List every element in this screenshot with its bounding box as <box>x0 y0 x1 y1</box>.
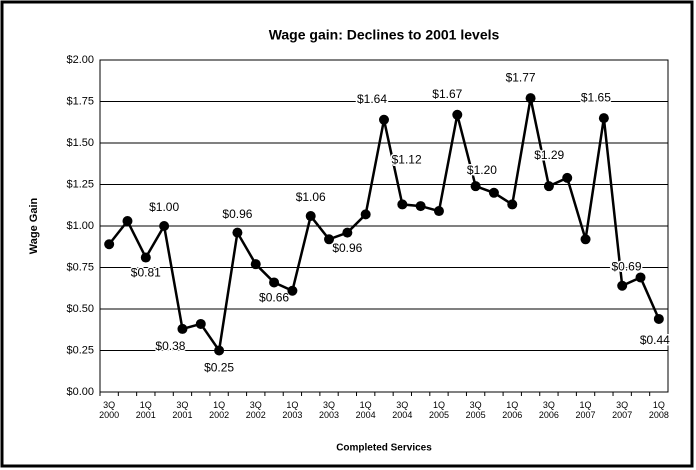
data-label: $1.12 <box>392 152 422 166</box>
data-label: $0.96 <box>332 241 362 255</box>
point <box>507 199 518 210</box>
point <box>598 113 609 124</box>
x-tick-label: 1Q 2004 <box>355 400 376 420</box>
point <box>433 206 444 217</box>
point <box>232 227 243 238</box>
x-tick-label: 1Q 2002 <box>209 400 230 420</box>
x-tick-label: 1Q 2008 <box>648 400 669 420</box>
data-label: $1.67 <box>432 87 462 101</box>
y-tick-label: $1.25 <box>66 178 94 190</box>
point <box>342 227 353 238</box>
point <box>580 234 591 245</box>
chart-title: Wage gain: Declines to 2001 levels <box>269 27 500 43</box>
x-tick-label: 3Q 2003 <box>319 400 340 420</box>
data-label: $0.44 <box>640 333 670 347</box>
y-tick-label: $1.50 <box>66 137 94 149</box>
data-label: $1.65 <box>581 90 611 104</box>
data-label: $0.25 <box>204 361 234 375</box>
x-tick-label: 3Q 2000 <box>99 400 120 420</box>
data-label: $0.96 <box>222 207 252 221</box>
x-tick-label: 3Q 2001 <box>172 400 193 420</box>
point <box>379 114 389 125</box>
x-tick-label: 1Q 2001 <box>135 400 156 420</box>
point <box>122 216 133 227</box>
x-tick-label: 3Q 2004 <box>392 400 413 420</box>
x-tick-label: 1Q 2003 <box>282 400 303 420</box>
point <box>653 313 664 324</box>
y-tick-label: $0.25 <box>66 344 94 356</box>
point <box>397 199 408 210</box>
data-label: $0.81 <box>131 266 161 280</box>
point <box>562 172 573 183</box>
data-label: $1.00 <box>149 200 179 214</box>
x-tick-label: 1Q 2007 <box>575 400 596 420</box>
data-label: $1.06 <box>296 190 326 204</box>
point <box>269 277 280 288</box>
x-tick-label: 1Q 2005 <box>428 400 449 420</box>
data-label: $1.64 <box>357 92 387 106</box>
point <box>159 221 170 231</box>
y-tick-label: $0.00 <box>66 386 94 398</box>
y-tick-label: $1.00 <box>66 220 94 232</box>
data-label: $1.77 <box>506 70 536 84</box>
point <box>470 181 481 192</box>
x-tick-label: 3Q 2002 <box>245 400 266 420</box>
point <box>305 211 316 222</box>
y-tick-label: $1.75 <box>66 95 94 107</box>
point <box>250 259 261 270</box>
point <box>452 109 463 120</box>
point <box>177 323 188 334</box>
data-label: $0.66 <box>259 291 289 305</box>
x-tick-label: 3Q 2005 <box>465 400 486 420</box>
point <box>287 285 298 296</box>
data-label: $1.20 <box>467 163 497 177</box>
point <box>415 201 426 212</box>
x-tick-label: 1Q 2006 <box>502 400 523 420</box>
point <box>140 252 151 263</box>
point <box>360 209 371 220</box>
data-label: $0.69 <box>612 260 642 274</box>
point <box>543 181 554 192</box>
point <box>617 280 628 291</box>
point <box>525 93 536 104</box>
data-label: $0.38 <box>155 339 185 353</box>
point <box>214 345 225 356</box>
point <box>635 272 646 283</box>
point <box>324 234 335 245</box>
point <box>195 318 206 329</box>
y-tick-label: $0.75 <box>66 261 94 273</box>
y-tick-label: $2.00 <box>66 54 94 66</box>
x-tick-label: 3Q 2007 <box>612 400 633 420</box>
point <box>488 187 499 198</box>
x-tick-label: 3Q 2006 <box>538 400 559 420</box>
y-tick-label: $0.50 <box>66 303 94 315</box>
y-axis-label: Wage Gain <box>28 198 40 255</box>
point <box>104 239 115 250</box>
data-label: $1.29 <box>534 148 564 162</box>
plot-area <box>99 59 669 393</box>
x-axis-label: Completed Services <box>336 443 432 454</box>
